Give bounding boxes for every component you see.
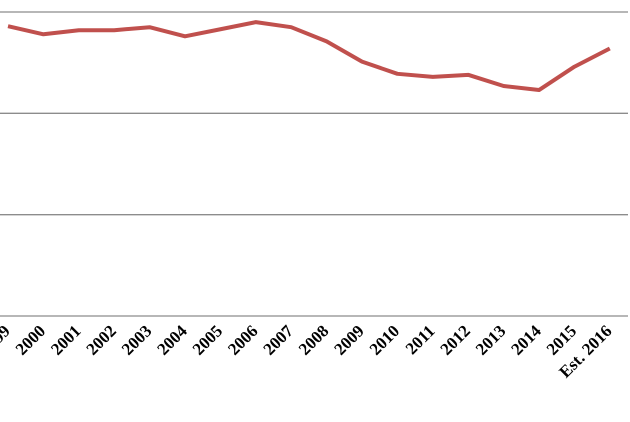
x-tick-label: 1999 bbox=[0, 321, 14, 358]
x-tick-label: 2008 bbox=[295, 321, 332, 358]
x-tick-label: 2000 bbox=[12, 321, 49, 358]
x-tick-label: 2003 bbox=[118, 321, 155, 358]
x-tick-label: 2002 bbox=[83, 321, 120, 358]
x-tick-label: 2004 bbox=[153, 321, 191, 359]
x-tick-label: 2011 bbox=[402, 321, 439, 358]
x-tick-label: 2009 bbox=[330, 321, 367, 358]
x-tick-label: 2010 bbox=[366, 321, 403, 358]
x-tick-label: 2006 bbox=[224, 321, 261, 358]
x-tick-label: 2007 bbox=[260, 321, 298, 359]
data-line bbox=[7, 20, 611, 93]
x-tick-label: 2013 bbox=[472, 321, 509, 358]
x-tick-label: 2012 bbox=[437, 321, 474, 358]
x-tick-label: 2014 bbox=[507, 321, 545, 359]
x-tick-label: 2001 bbox=[47, 321, 84, 358]
x-tick-label: 2005 bbox=[189, 321, 226, 358]
